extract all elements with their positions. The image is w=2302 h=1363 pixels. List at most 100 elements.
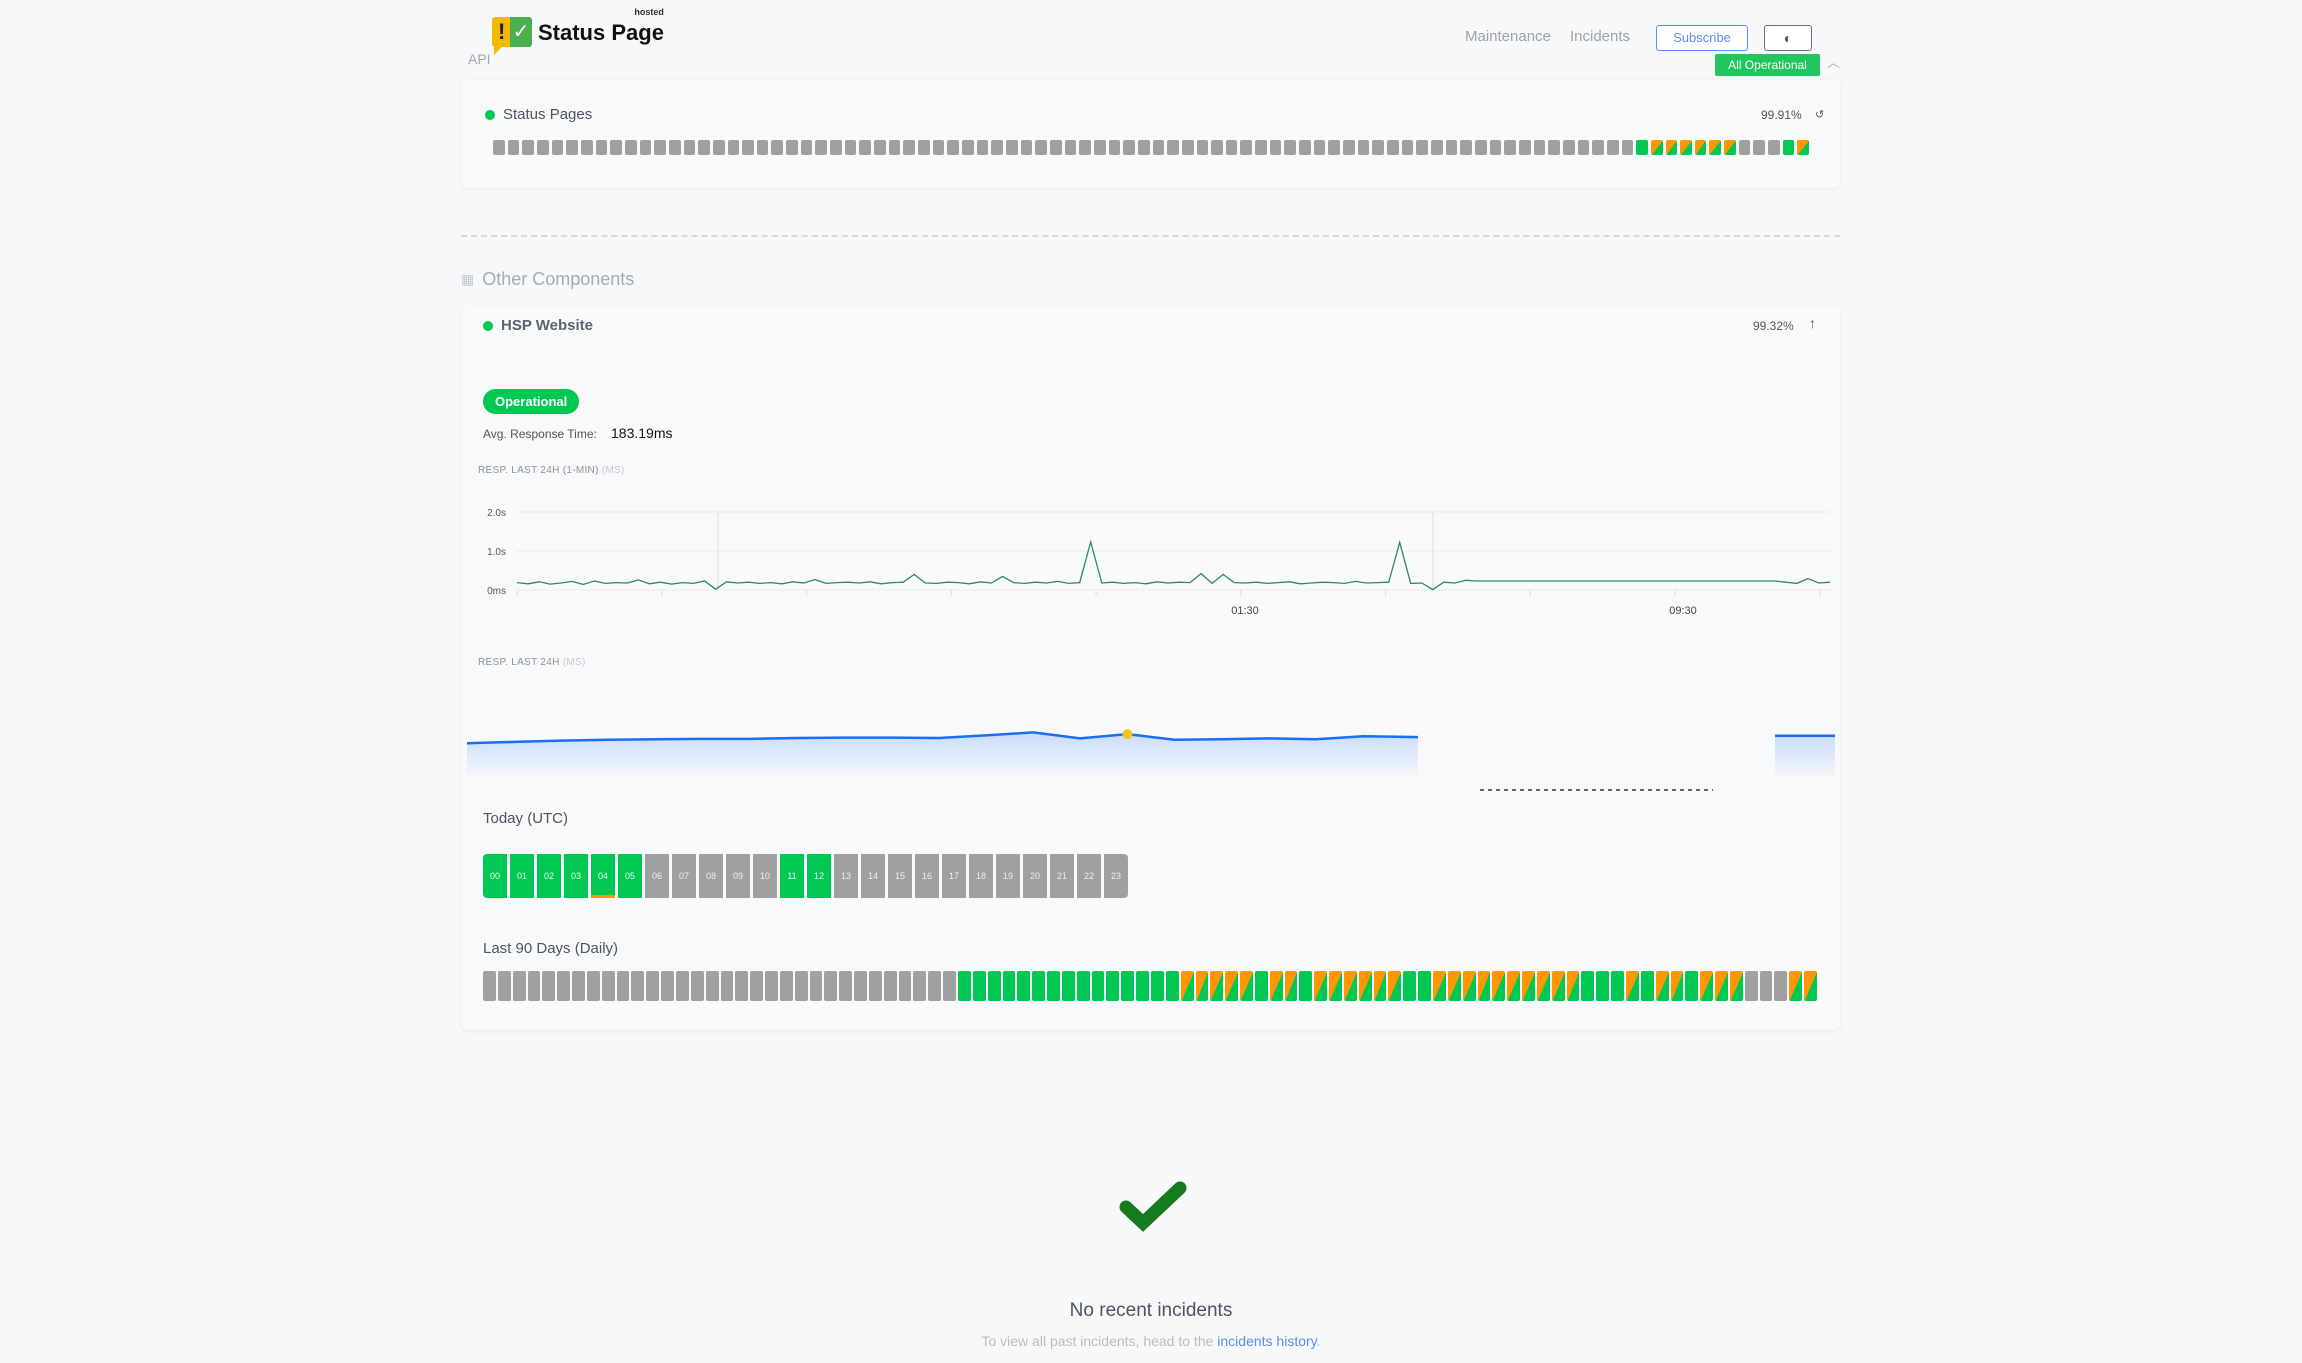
nav-incidents[interactable]: Incidents <box>1570 28 1631 45</box>
hour-bar[interactable]: 06 <box>645 854 669 898</box>
hour-bar[interactable]: 07 <box>672 854 696 898</box>
day-bar-none[interactable] <box>1548 140 1560 155</box>
day-bar-up[interactable] <box>1106 971 1120 1001</box>
day-bar-mixed[interactable] <box>1797 140 1810 155</box>
day-bar-up[interactable] <box>1032 971 1046 1001</box>
day-bar-none[interactable] <box>595 140 608 155</box>
day-bar-up[interactable] <box>1581 971 1595 1001</box>
day-bar-none[interactable] <box>771 140 784 155</box>
day-bar-none[interactable] <box>1328 140 1341 155</box>
day-bar-up[interactable] <box>1640 971 1654 1001</box>
hour-bar[interactable]: 05 <box>618 854 642 898</box>
day-bar-none[interactable] <box>1489 140 1502 155</box>
day-bar-none[interactable] <box>512 971 526 1001</box>
day-bar-mixed[interactable] <box>1566 971 1580 1001</box>
day-bar-mixed[interactable] <box>1284 971 1298 1001</box>
hour-bar[interactable]: 13 <box>834 854 858 898</box>
day-bar-none[interactable] <box>557 971 571 1001</box>
day-bar-mixed[interactable] <box>1225 971 1239 1001</box>
hour-bar[interactable]: 15 <box>888 854 912 898</box>
day-bar-mixed[interactable] <box>1388 971 1402 1001</box>
day-bar-none[interactable] <box>1445 140 1458 155</box>
day-bar-none[interactable] <box>1225 140 1238 155</box>
day-bar-up[interactable] <box>1165 971 1179 1001</box>
day-bar-none[interactable] <box>690 971 704 1001</box>
day-bar-none[interactable] <box>742 140 754 155</box>
day-bar-none[interactable] <box>903 140 916 155</box>
day-bar-none[interactable] <box>1577 140 1590 155</box>
day-bar-none[interactable] <box>898 971 912 1001</box>
day-bar-none[interactable] <box>683 140 696 155</box>
day-bar-up[interactable] <box>1299 971 1313 1001</box>
day-bar-mixed[interactable] <box>1477 971 1491 1001</box>
day-bar-none[interactable] <box>1152 140 1165 155</box>
day-bar-none[interactable] <box>1562 140 1575 155</box>
day-bar-none[interactable] <box>1049 140 1062 155</box>
day-bar-mixed[interactable] <box>1709 140 1722 155</box>
day-bar-none[interactable] <box>756 140 769 155</box>
day-bar-mixed[interactable] <box>1462 971 1476 1001</box>
day-bar-mixed[interactable] <box>1551 971 1565 1001</box>
highlight-point[interactable] <box>1122 729 1133 740</box>
subscribe-button[interactable]: Subscribe <box>1656 25 1748 51</box>
day-bar-none[interactable] <box>727 140 740 155</box>
day-bar-none[interactable] <box>1504 140 1516 155</box>
day-bar-up[interactable] <box>1047 971 1060 1001</box>
day-bar-none[interactable] <box>1533 140 1546 155</box>
day-bar-none[interactable] <box>1108 140 1121 155</box>
day-bar-none[interactable] <box>668 140 681 155</box>
day-bar-none[interactable] <box>507 140 520 155</box>
day-bar-none[interactable] <box>675 971 689 1001</box>
day-bar-none[interactable] <box>1431 140 1443 155</box>
day-bar-none[interactable] <box>1401 140 1414 155</box>
day-bar-mixed[interactable] <box>1492 971 1506 1001</box>
day-bar-none[interactable] <box>1744 971 1758 1001</box>
day-bar-none[interactable] <box>698 140 710 155</box>
day-bar-none[interactable] <box>720 971 734 1001</box>
hour-bar[interactable]: 02 <box>537 854 561 898</box>
day-bar-none[interactable] <box>1255 140 1267 155</box>
day-bar-up[interactable] <box>958 971 971 1001</box>
day-bar-none[interactable] <box>830 140 842 155</box>
hour-bar[interactable]: 17 <box>942 854 966 898</box>
day-bar-none[interactable] <box>1343 140 1355 155</box>
day-bar-mixed[interactable] <box>1789 971 1803 1001</box>
day-bar-mixed[interactable] <box>1433 971 1446 1001</box>
day-bar-none[interactable] <box>536 140 549 155</box>
day-bar-none[interactable] <box>976 140 989 155</box>
day-bar-mixed[interactable] <box>1343 971 1357 1001</box>
day-bar-mixed[interactable] <box>1358 971 1372 1001</box>
day-bar-none[interactable] <box>943 971 956 1001</box>
day-bar-mixed[interactable] <box>1507 971 1521 1001</box>
hour-bar[interactable]: 19 <box>996 854 1020 898</box>
day-bar-none[interactable] <box>580 140 593 155</box>
day-bar-none[interactable] <box>1416 140 1428 155</box>
day-bar-up[interactable] <box>1254 971 1268 1001</box>
day-bar-none[interactable] <box>809 971 823 1001</box>
day-bar-none[interactable] <box>1774 971 1788 1001</box>
day-bar-none[interactable] <box>1064 140 1077 155</box>
day-bar-mixed[interactable] <box>1724 140 1736 155</box>
day-bar-up[interactable] <box>1121 971 1135 1001</box>
hour-bar[interactable]: 22 <box>1077 854 1101 898</box>
day-bar-none[interactable] <box>800 140 813 155</box>
day-bar-none[interactable] <box>888 140 901 155</box>
day-bar-mixed[interactable] <box>1269 971 1283 1001</box>
hour-bar[interactable]: 08 <box>699 854 723 898</box>
day-bar-none[interactable] <box>913 971 927 1001</box>
day-bar-none[interactable] <box>1357 140 1370 155</box>
day-bar-none[interactable] <box>639 140 652 155</box>
day-bar-mixed[interactable] <box>1670 971 1684 1001</box>
day-bar-up[interactable] <box>1418 971 1431 1001</box>
day-bar-none[interactable] <box>1093 140 1106 155</box>
day-bar-none[interactable] <box>572 971 585 1001</box>
day-bar-none[interactable] <box>654 140 666 155</box>
day-bar-none[interactable] <box>1753 140 1766 155</box>
hour-bar[interactable]: 16 <box>915 854 939 898</box>
day-bar-none[interactable] <box>735 971 749 1001</box>
day-bar-none[interactable] <box>824 971 838 1001</box>
day-bar-none[interactable] <box>1474 140 1487 155</box>
day-bar-none[interactable] <box>610 140 622 155</box>
day-bar-none[interactable] <box>551 140 564 155</box>
day-bar-mixed[interactable] <box>1447 971 1461 1001</box>
